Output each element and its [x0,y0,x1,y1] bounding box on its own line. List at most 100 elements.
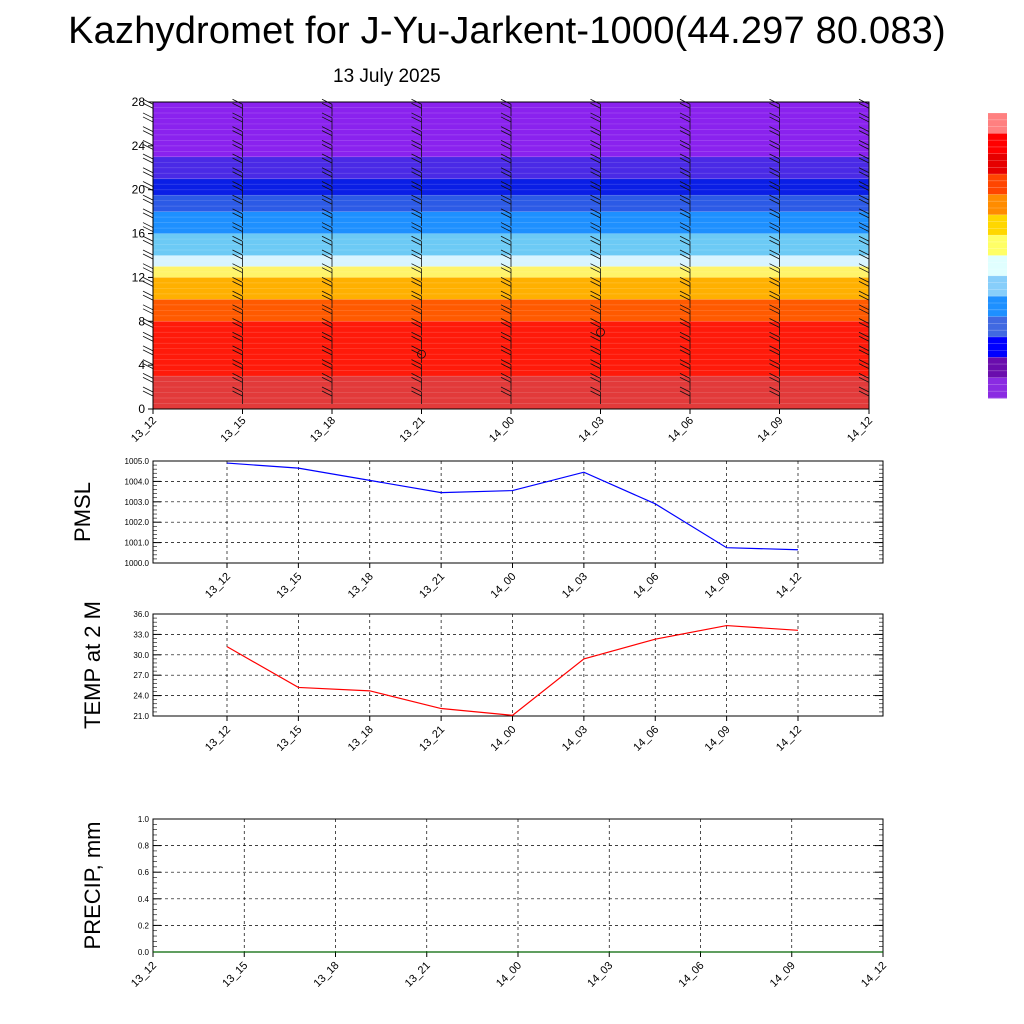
wind-barb-flag [500,376,512,383]
wind-barb-flag [232,212,243,219]
y-tick-label: 0.2 [138,921,150,930]
colorbar-swatch [988,153,1007,175]
wind-barb-column-14_09 [769,98,780,405]
panel-frame [152,613,884,717]
wind-barb-flag [142,198,154,205]
wind-barb-flag [769,194,780,201]
wind-barb-flag [500,194,512,201]
wind-barb-flag [411,304,422,311]
wind-barb-flag [858,249,870,256]
wind-barb-flag [232,157,243,164]
wind-barb-flag [500,349,512,356]
wind-barb-flag [411,253,422,260]
wind-barb-flag [411,235,422,242]
wind-barb-flag [232,281,243,287]
wind-barb-flag [321,126,333,132]
wind-barb-flag [858,335,870,342]
wind-barb-flag [769,167,780,174]
wind-barb-flag [858,153,870,160]
wind-barb-flag [411,390,422,397]
wind-barb-flag [232,277,243,283]
wind-barb-flag [500,153,512,160]
wind-barb-flag [769,376,780,383]
wind-barb-flag [679,363,691,369]
wind-barb-flag [590,208,601,215]
wind-barb-flag [858,363,870,369]
wind-barb-flag [142,116,154,123]
colorbar-swatch [988,174,1007,195]
wind-barb-flag [769,116,780,123]
x-tick-label: 14_03 [577,415,607,445]
wind-barb-flag [321,102,333,109]
wind-barb-flag [142,181,154,187]
wind-barb-flag [232,376,243,383]
wind-barb-flag [411,277,422,283]
wind-barb-flag [411,130,422,136]
wind-barb-flag [590,130,601,136]
wind-barb-flag [679,157,691,164]
wind-barb-flag [769,185,780,191]
wind-barb-flag [769,363,780,369]
wind-barb-flag [858,386,870,393]
wind-barb-flag [321,157,333,164]
wind-barb-flag [411,208,422,215]
wind-barb-flag [679,126,691,132]
wind-barb-column-14_00 [500,98,512,405]
wind-barb-flag [500,294,512,301]
wind-barb-flag [500,167,512,174]
wind-barb-flag [232,345,243,352]
wind-barb-flag [142,359,154,365]
wind-barb-flag [321,212,333,219]
wind-barb-flag [142,212,154,219]
wind-barb-flag [321,331,333,338]
wind-barb-flag [769,263,780,270]
wind-barb-flag [590,181,601,187]
x-tick-label: 13_15 [219,415,249,445]
wind-barb-flag [858,263,870,270]
wind-barb-flag [590,390,601,397]
y-tick-label: 12 [132,270,146,284]
wind-barb-flag [858,226,870,232]
wind-barb-flag [411,363,422,369]
wind-barb-flag [769,331,780,338]
x-tick-label: 14_09 [768,960,798,990]
wind-barb-flag [769,157,780,164]
wind-barb-flag [858,372,870,379]
wind-barb-flag [679,331,691,338]
wind-barb-flag [679,318,691,324]
x-tick-label: 14_03 [585,960,615,990]
wind-barb-flag [142,208,154,215]
series-line-0 [226,462,799,551]
wind-barb-flag [142,331,154,338]
wind-barb-flag [411,294,422,301]
wind-barb-flag [500,331,512,338]
wind-barb-flag [590,143,601,150]
wind-barb-flag [858,322,870,328]
wind-barb-flag [142,335,154,342]
wind-barb-flag [858,181,870,187]
x-tick-label: 14_12 [774,724,804,754]
x-tick-label: 14_09 [756,415,786,445]
wind-barb-flag [679,153,691,160]
wind-barb-flag [679,181,691,187]
wind-barb-flag [858,359,870,365]
wind-barb-flag [321,226,333,232]
y-tick-label: 30.0 [133,651,149,660]
wind-barb-flag [769,102,780,109]
wind-barb-flag [858,277,870,283]
wind-barb-flag [232,185,243,191]
wind-barb-flag [769,126,780,132]
calm-circle [596,327,605,337]
wind-barb-flag [590,281,601,287]
wind-barb-flag [232,294,243,301]
wind-barb-flag [590,359,601,365]
wind-barb-column-14_03 [590,98,601,405]
colorbar-swatch [988,133,1007,155]
wind-barb-flag [142,157,154,164]
wind-barb-flag [679,208,691,215]
wind-barb-flag [858,318,870,324]
wind-barb-flag [858,294,870,301]
wind-barb-flag [411,263,422,270]
wind-barb-flag [679,267,691,274]
wind-barb-flag [142,235,154,242]
